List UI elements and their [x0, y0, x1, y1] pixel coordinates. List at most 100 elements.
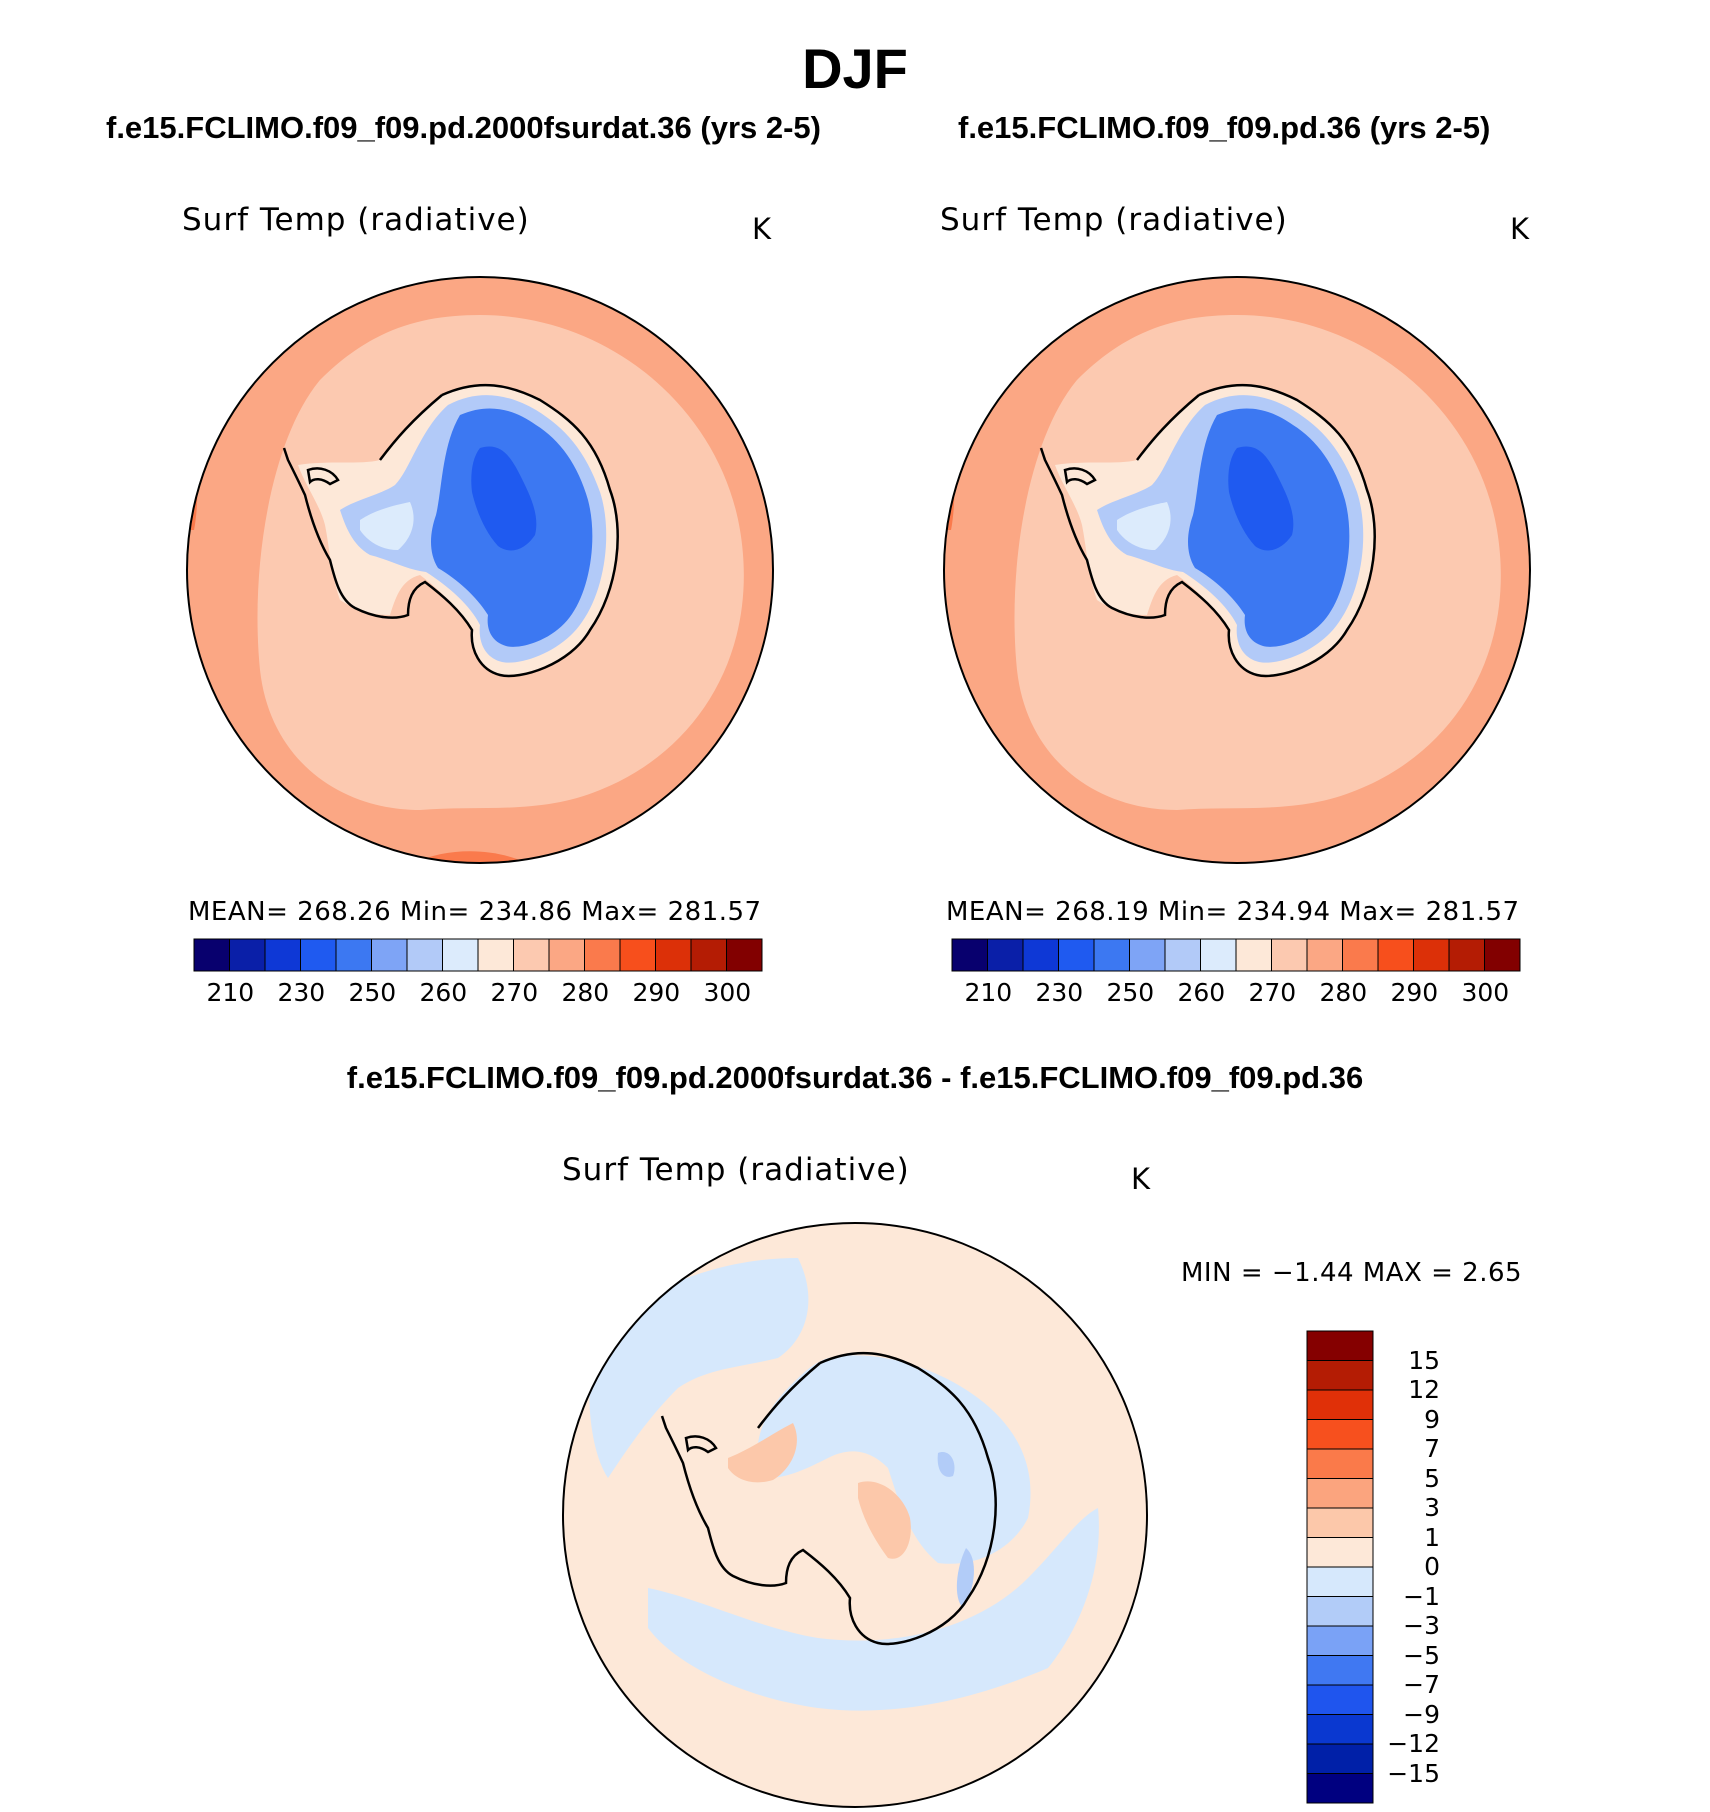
colorbar-swatch: [1200, 938, 1237, 972]
panel1-field-hot-patch: [187, 400, 198, 530]
panel1-field-hot-patch-south: [400, 851, 540, 863]
colorbar-tick-label: 250: [1106, 978, 1155, 1007]
colorbar-swatch: [1448, 938, 1485, 972]
colorbar-swatch: [1093, 938, 1130, 972]
colorbar-swatch: [300, 938, 337, 972]
panel1-field-peninsula-band: [360, 502, 414, 550]
colorbar-tick-label: 7: [1424, 1434, 1440, 1463]
panel3-stats-text: MIN = −1.44 MAX = 2.65: [1181, 1258, 1523, 1288]
colorbar-swatch: [442, 938, 479, 972]
colorbar-swatch: [513, 938, 550, 972]
panel3-map-boundary: [562, 1222, 1148, 1808]
colorbar-swatch: [1306, 1714, 1374, 1745]
panel3-polar-map: [562, 1222, 1148, 1808]
colorbar-swatch: [1413, 938, 1450, 972]
colorbar-tick-label: 280: [561, 978, 610, 1007]
colorbar-swatch: [1342, 938, 1379, 972]
colorbar-tick-label: 5: [1424, 1463, 1440, 1493]
colorbar-tick-label: 12: [1408, 1375, 1440, 1404]
panel2-field-hot-patch-ne: [1497, 277, 1530, 390]
colorbar-swatch: [229, 938, 266, 972]
panel1-stats-text: MEAN= 268.26 Min= 234.86 Max= 281.57: [188, 897, 762, 927]
panel2-field-coldest-core: [1228, 446, 1294, 551]
panel1-map-boundary: [186, 276, 774, 864]
panel1-polar-map: [186, 276, 774, 864]
panel3-colorbar: [1306, 1330, 1374, 1804]
colorbar-tick-label: 280: [1319, 978, 1368, 1007]
panel2-colorbar-ticks: 210 230 250 260 270 280 290 300: [948, 978, 1528, 1012]
diff-title: f.e15.FCLIMO.f09_f09.pd.2000fsurdat.36 -…: [346, 1060, 1364, 1095]
colorbar-swatch: [1306, 1330, 1374, 1361]
panel3-field-warm-patch-2: [858, 1481, 911, 1559]
colorbar-swatch: [1306, 1684, 1374, 1715]
colorbar-swatch: [655, 938, 692, 972]
colorbar-tick-label: 300: [1461, 978, 1510, 1007]
colorbar-tick-label: 270: [1248, 978, 1297, 1007]
colorbar-tick-label: −7: [1403, 1670, 1440, 1699]
panel3-units-label: K: [1131, 1162, 1151, 1196]
colorbar-tick-label: −3: [1403, 1611, 1440, 1640]
panel2-field-peninsula-band: [1117, 502, 1171, 550]
panel3-field-cold-patch-2: [956, 1548, 974, 1608]
colorbar-tick-label: 270: [490, 978, 539, 1007]
panel3-field-cold-patch: [937, 1452, 955, 1477]
colorbar-swatch: [1306, 1625, 1374, 1656]
colorbar-swatch: [1058, 938, 1095, 972]
colorbar-swatch: [1306, 1360, 1374, 1391]
panel1-colorbar: [193, 938, 763, 972]
panel3-field-warm-patch: [728, 1423, 797, 1483]
colorbar-tick-label: 3: [1424, 1493, 1440, 1522]
colorbar-tick-label: −5: [1403, 1640, 1440, 1670]
colorbar-swatch: [548, 938, 585, 972]
colorbar-swatch: [406, 938, 443, 972]
colorbar-tick-label: −9: [1403, 1699, 1440, 1729]
colorbar-tick-label: 1: [1424, 1522, 1440, 1552]
colorbar-swatch: [726, 938, 763, 972]
panel2-polar-map: [943, 276, 1531, 864]
colorbar-tick-label: 9: [1424, 1404, 1440, 1434]
colorbar-tick-label: 0: [1424, 1552, 1440, 1581]
colorbar-swatch: [1306, 1478, 1374, 1509]
panel2-field-hot-patch: [944, 400, 955, 530]
colorbar-tick-label: 260: [1177, 978, 1226, 1007]
panel2-units-label: K: [1510, 212, 1530, 246]
colorbar-swatch: [1306, 1596, 1374, 1627]
colorbar-tick-label: 15: [1408, 1345, 1440, 1375]
panel3-field-negative-continent: [757, 1355, 1031, 1564]
colorbar-swatch: [1484, 938, 1521, 972]
colorbar-swatch: [1306, 1566, 1374, 1597]
panel1-coastline: [282, 383, 619, 678]
colorbar-swatch: [1377, 938, 1414, 972]
colorbar-swatch: [1235, 938, 1272, 972]
colorbar-tick-label: 290: [632, 978, 681, 1007]
colorbar-swatch: [1306, 1419, 1374, 1450]
panel2-variable-title: Surf Temp (radiative): [940, 202, 1288, 238]
colorbar-swatch: [987, 938, 1024, 972]
colorbar-swatch: [1022, 938, 1059, 972]
colorbar-tick-label: 230: [277, 978, 326, 1007]
colorbar-swatch: [1306, 1743, 1374, 1774]
colorbar-tick-label: −1: [1403, 1581, 1440, 1611]
colorbar-swatch: [951, 938, 988, 972]
season-title: DJF: [802, 37, 908, 100]
colorbar-tick-label: 260: [419, 978, 468, 1007]
panel1-colorbar-ticks: 210 230 250 260 270 280 290 300: [190, 978, 770, 1012]
colorbar-tick-label: 230: [1035, 978, 1084, 1007]
colorbar-swatch: [1306, 1773, 1374, 1804]
colorbar-tick-label: 250: [348, 978, 397, 1007]
colorbar-swatch: [264, 938, 301, 972]
colorbar-tick-label: 300: [703, 978, 752, 1007]
colorbar-swatch: [1129, 938, 1166, 972]
colorbar-tick-label: 210: [206, 978, 255, 1007]
panel2-coastline: [1039, 383, 1376, 678]
panel2-map-boundary: [943, 276, 1531, 864]
colorbar-swatch: [371, 938, 408, 972]
colorbar-swatch: [193, 938, 230, 972]
panel2-stats-text: MEAN= 268.19 Min= 234.94 Max= 281.57: [946, 897, 1520, 927]
panel2-colorbar: [951, 938, 1521, 972]
colorbar-tick-label: −15: [1387, 1758, 1440, 1788]
panel1-field-coldest-core: [471, 446, 537, 551]
panel3-colorbar-ticks: 15 12 9 7 5 3 1 0 −1 −3 −5 −7 −9 −12 −15: [1378, 1330, 1458, 1804]
colorbar-swatch: [335, 938, 372, 972]
colorbar-swatch: [619, 938, 656, 972]
